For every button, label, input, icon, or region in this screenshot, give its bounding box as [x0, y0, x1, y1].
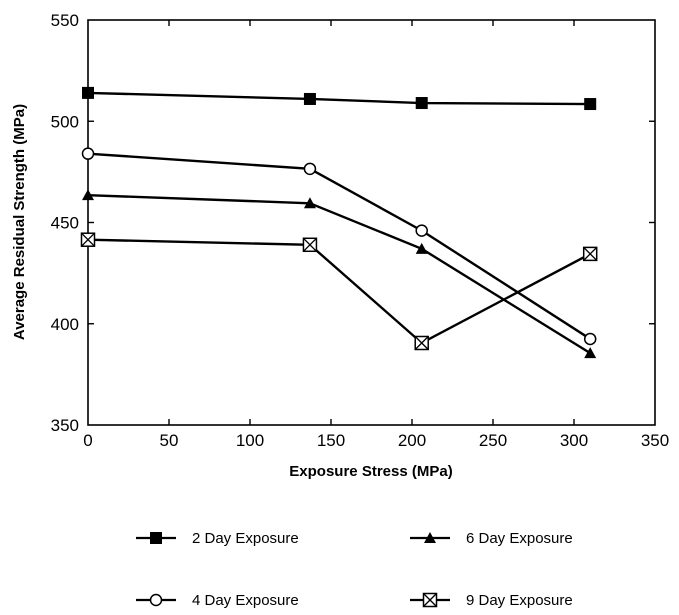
- data-point: [81, 147, 95, 160]
- series-1: [82, 86, 597, 111]
- series-line: [87, 193, 591, 355]
- legend-item: 6 Day Exposure: [410, 530, 573, 547]
- series-line: [87, 91, 591, 106]
- series-4: [80, 232, 598, 351]
- plot-frame: [87, 19, 656, 426]
- data-point: [415, 224, 428, 237]
- y-tick-label: 500: [51, 112, 79, 131]
- legend-marker: [149, 593, 163, 607]
- legend-label: 4 Day Exposure: [192, 592, 299, 609]
- x-tick-label: 150: [317, 431, 345, 450]
- series-2: [81, 147, 597, 346]
- x-tick-label: 300: [560, 431, 588, 450]
- data-point: [415, 242, 428, 254]
- y-tick-label: 400: [51, 315, 79, 334]
- data-point: [583, 332, 597, 346]
- data-point: [582, 246, 598, 262]
- data-point: [584, 98, 597, 111]
- series-line: [87, 152, 591, 340]
- axis-ticks: 0 50 100 150 200 250 300 350 350 400 450 500 550: [51, 11, 670, 450]
- x-tick-label: 50: [160, 431, 179, 450]
- legend-label: 6 Day Exposure: [466, 530, 573, 547]
- legend-label: 9 Day Exposure: [466, 592, 573, 609]
- legend-marker: [422, 592, 438, 608]
- series-line: [87, 238, 591, 345]
- data-point: [82, 86, 94, 99]
- x-axis-title: Exposure Stress (MPa): [289, 463, 452, 480]
- y-tick-label: 450: [51, 214, 79, 233]
- data-point: [80, 232, 96, 247]
- legend-item: 9 Day Exposure: [410, 592, 573, 609]
- y-tick-label: 550: [51, 11, 79, 30]
- data-point: [303, 162, 317, 176]
- data-point: [82, 189, 94, 201]
- data-point: [302, 237, 318, 253]
- y-tick-label: 350: [51, 416, 79, 435]
- legend-label: 2 Day Exposure: [192, 530, 299, 547]
- series-3: [82, 189, 597, 359]
- x-tick-label: 200: [398, 431, 426, 450]
- legend-marker: [150, 532, 162, 544]
- legend: 2 Day Exposure 4 Day Exposure 6 Day Exposu…: [136, 530, 573, 609]
- x-tick-label: 250: [479, 431, 507, 450]
- data-point: [303, 92, 316, 105]
- x-tick-label: 350: [641, 431, 669, 450]
- data-point: [303, 197, 316, 209]
- data-point: [414, 335, 429, 351]
- y-axis-title: Average Residual Strength (MPa): [11, 104, 28, 340]
- x-tick-label: 100: [236, 431, 264, 450]
- legend-marker: [424, 532, 436, 543]
- x-tick-label: 0: [83, 431, 92, 450]
- data-point: [584, 347, 597, 359]
- data-point: [415, 97, 428, 110]
- legend-item: 2 Day Exposure: [136, 530, 299, 547]
- series-layer: [80, 86, 598, 359]
- legend-item: 4 Day Exposure: [136, 592, 299, 609]
